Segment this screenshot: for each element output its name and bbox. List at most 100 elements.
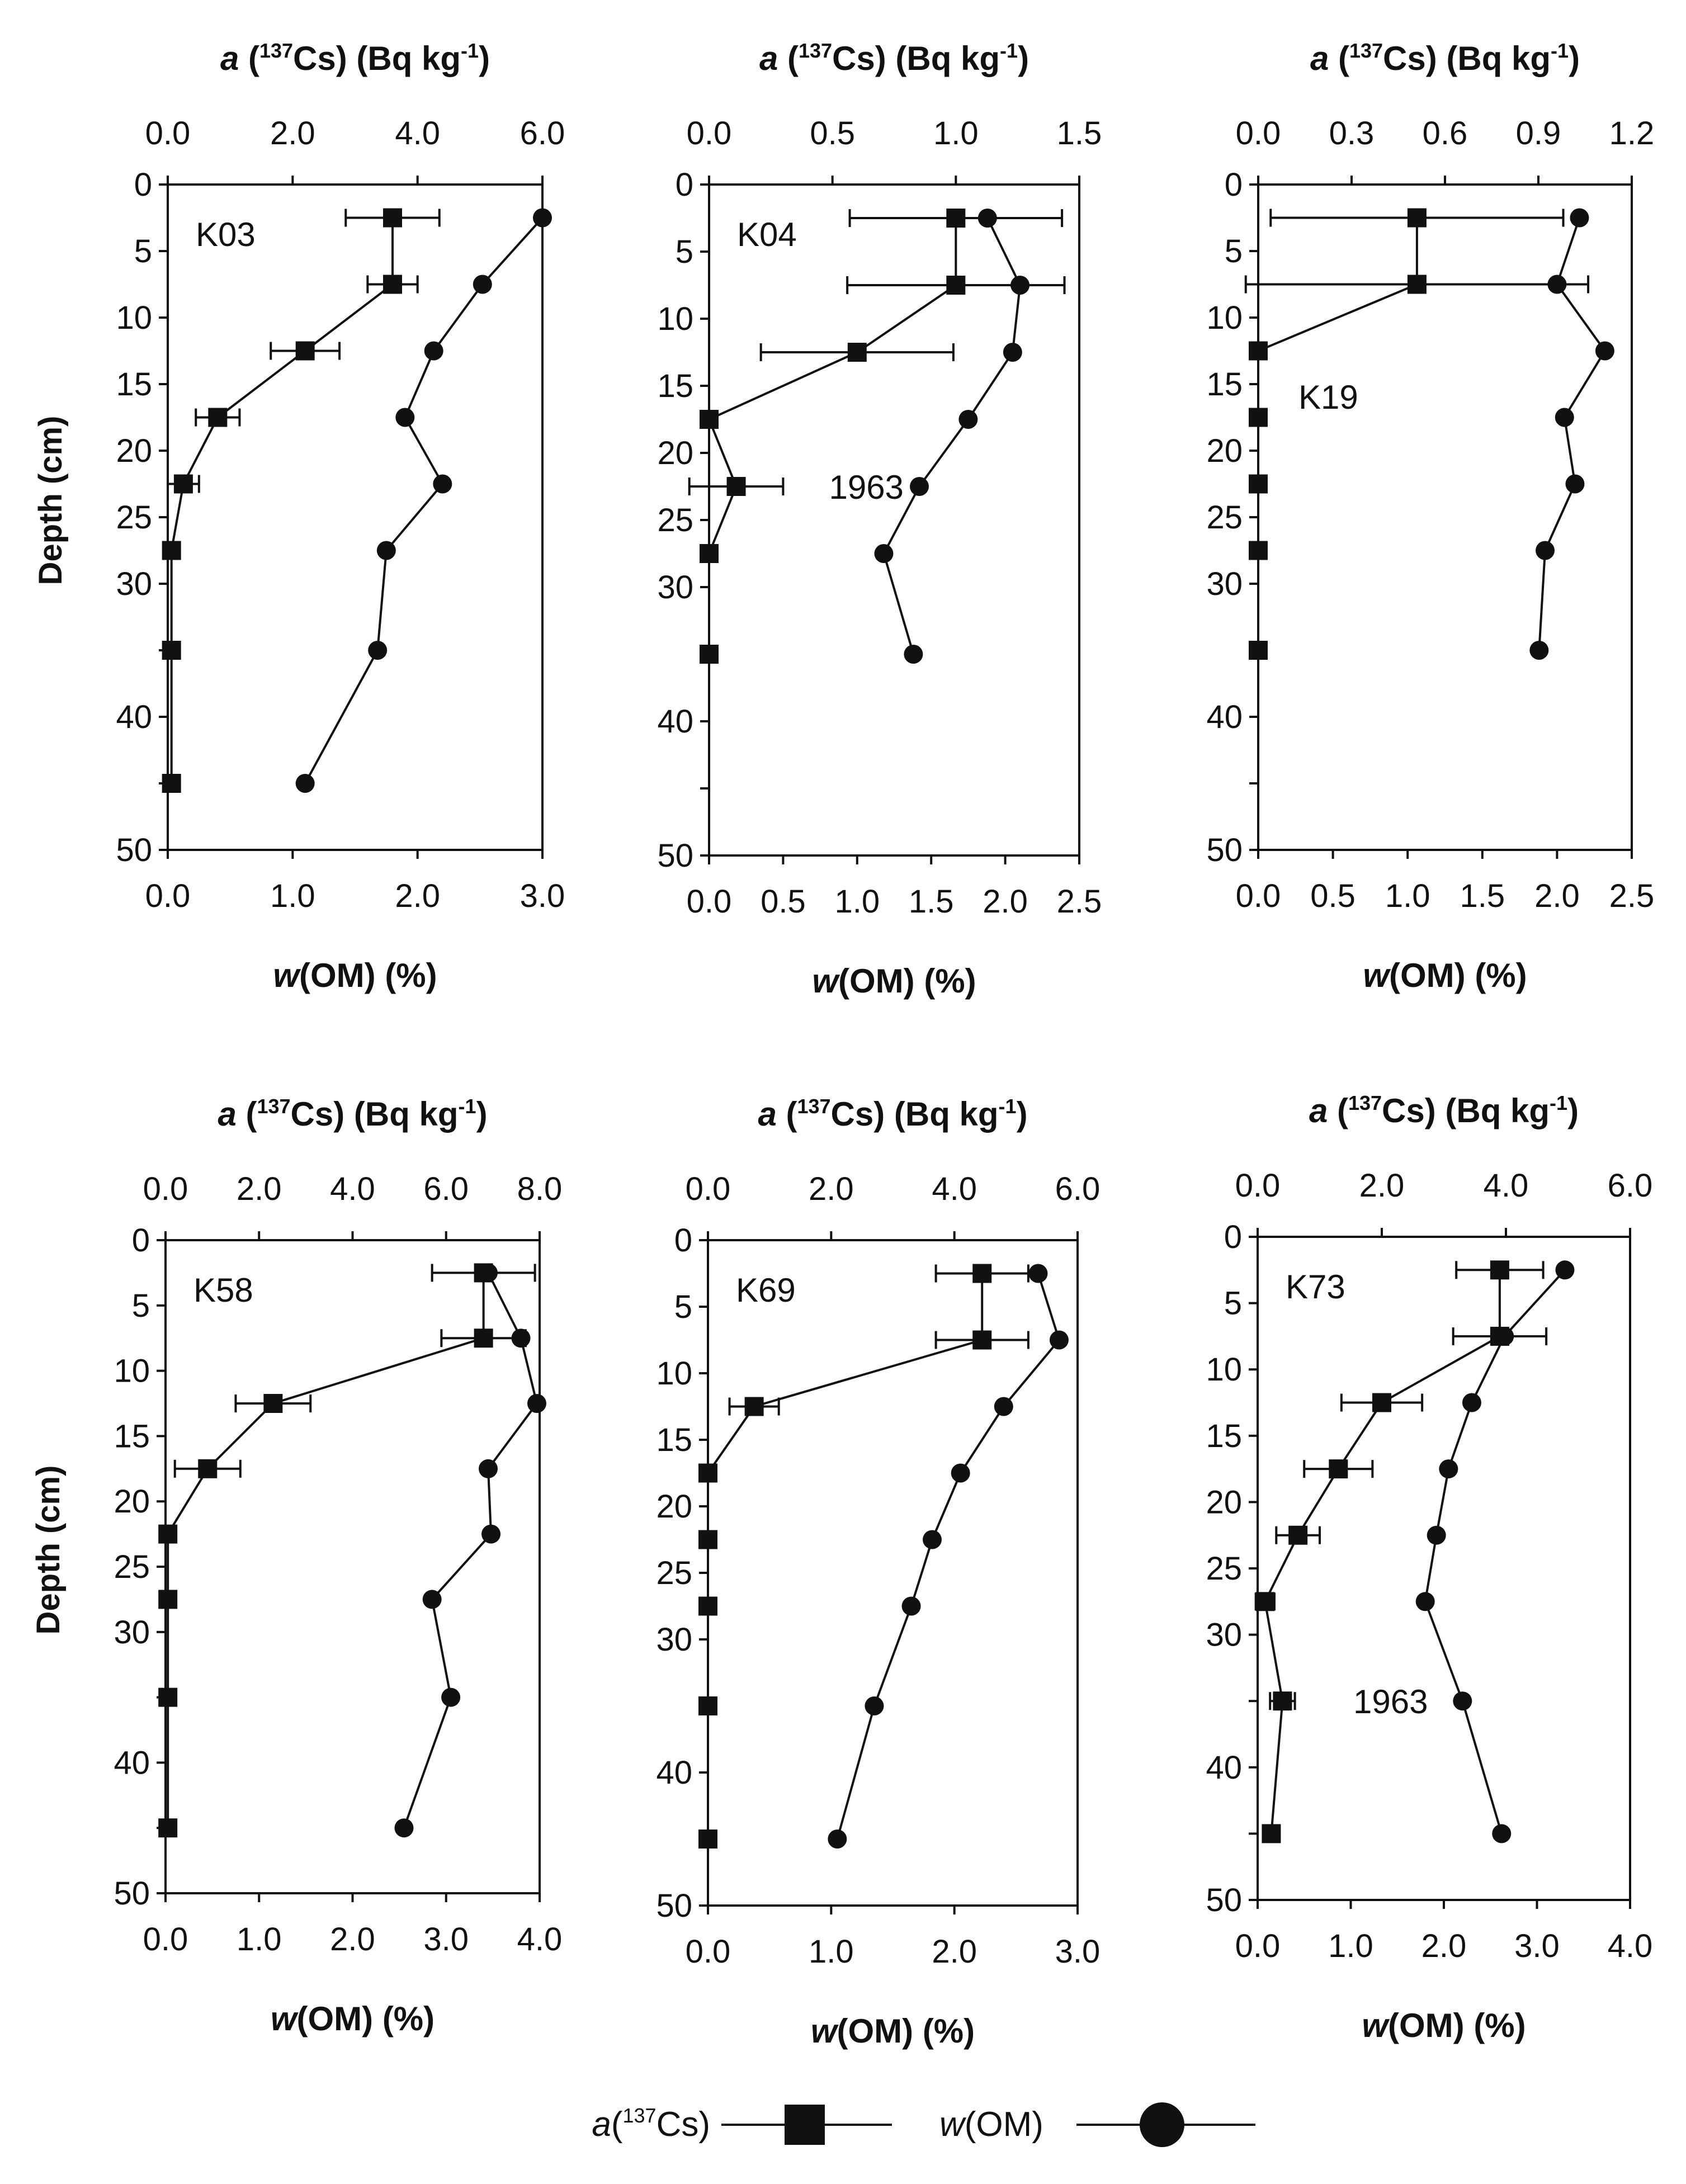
om-point — [1049, 1330, 1069, 1350]
title-italic: w — [811, 2012, 839, 2050]
top-axis-title: a (137Cs) (Bq kg-1) — [218, 1095, 487, 1133]
y-tick-label: 50 — [656, 1888, 692, 1924]
y-tick-label: 40 — [656, 1755, 692, 1791]
om-point — [958, 410, 978, 429]
cs-point — [698, 1830, 717, 1849]
title-superscript: -1 — [1551, 39, 1569, 62]
top-tick-label: 6.0 — [520, 115, 565, 152]
title-italic: w — [812, 962, 840, 1000]
y-tick-label: 10 — [656, 1355, 692, 1392]
cs-point — [1249, 408, 1268, 427]
title-text: Cs) (Bq kg — [831, 1095, 999, 1133]
y-tick-label: 10 — [1206, 300, 1243, 336]
title-text: ) — [1017, 1095, 1028, 1133]
bottom-axis-title: w(OM) (%) — [1362, 2007, 1526, 2044]
om-point — [1415, 1592, 1435, 1611]
bottom-tick-label: 2.0 — [1421, 1928, 1467, 1964]
y-tick-label: 0 — [132, 1222, 150, 1259]
title-italic: w — [1363, 957, 1391, 994]
om-point — [1565, 474, 1585, 494]
y-tick-label: 20 — [114, 1483, 150, 1520]
legend-italic: a — [592, 2105, 611, 2144]
cs-point — [972, 1264, 992, 1283]
panel-k04: 0 5 10 15 20 25 30 40 50 0.0 0.5 1.0 1.5 0.0 0.5 1.0 1.5… — [657, 39, 1102, 1000]
title-text: (OM) (%) — [1389, 957, 1527, 994]
bottom-axis-title: w(OM) (%) — [811, 2012, 975, 2050]
annotation-1963: 1963 — [1353, 1683, 1428, 1720]
om-point — [481, 1524, 501, 1544]
om-point — [1427, 1525, 1446, 1545]
y-tick-label: 10 — [1206, 1351, 1242, 1388]
bottom-tick-label: 1.0 — [834, 883, 880, 920]
bottom-tick-label: 0.0 — [145, 878, 191, 914]
top-tick-label: 2.0 — [237, 1171, 282, 1207]
y-tick-label: 40 — [1206, 699, 1243, 735]
bottom-tick-label: 1.5 — [1460, 878, 1505, 914]
bottom-tick-label: 2.5 — [1057, 883, 1102, 920]
y-tick-label: 25 — [116, 499, 152, 536]
title-superscript: -1 — [1550, 1091, 1567, 1114]
bottom-axis-title: w(OM) (%) — [812, 962, 976, 1000]
om-point — [394, 1818, 414, 1838]
title-italic: a — [758, 1095, 776, 1133]
title-paren: ( — [1329, 40, 1349, 77]
cs-point — [700, 410, 719, 429]
om-point — [1555, 408, 1574, 427]
panel-label: K73 — [1286, 1268, 1345, 1306]
title-paren: ( — [777, 1095, 797, 1133]
y-tick-label: 20 — [1206, 1484, 1242, 1520]
om-point — [1462, 1393, 1481, 1412]
top-tick-label: 0.9 — [1516, 115, 1561, 152]
panel-label: K04 — [737, 216, 797, 253]
cs-series-line — [1257, 218, 1418, 650]
cs-point — [726, 477, 746, 496]
top-tick-label: 4.0 — [1484, 1167, 1529, 1204]
y-tick-label: 50 — [1206, 832, 1243, 868]
title-italic: a — [759, 40, 778, 77]
title-text: (OM) (%) — [297, 2000, 435, 2038]
om-point — [994, 1397, 1013, 1416]
cs-series-line — [707, 218, 957, 654]
cs-point — [208, 408, 228, 427]
y-tick-label: 30 — [114, 1614, 150, 1651]
top-tick-label: 2.0 — [809, 1171, 854, 1207]
cs-point — [383, 208, 402, 228]
cs-point — [263, 1394, 283, 1413]
top-tick-label: 8.0 — [517, 1171, 563, 1207]
y-tick-label: 40 — [657, 703, 693, 740]
top-tick-label: 0.3 — [1329, 115, 1375, 152]
om-point — [1453, 1691, 1472, 1711]
title-italic: a — [1309, 1092, 1328, 1129]
y-tick-label: 25 — [656, 1555, 692, 1591]
cs-point — [1249, 341, 1268, 361]
y-axis-label: Depth (cm) — [32, 416, 69, 585]
y-tick-label: 30 — [657, 569, 693, 606]
om-point — [433, 474, 452, 494]
cs-point — [1329, 1459, 1348, 1479]
om-point — [1595, 341, 1614, 361]
top-tick-label: 0.0 — [143, 1171, 188, 1207]
om-series-line — [1424, 1269, 1566, 1834]
cs-point — [698, 1463, 717, 1483]
bottom-tick-label: 4.0 — [517, 1921, 563, 1958]
top-tick-label: 4.0 — [330, 1171, 375, 1207]
y-tick-label: 20 — [656, 1488, 692, 1525]
bottom-tick-label: 2.0 — [330, 1921, 375, 1958]
title-text: ) — [1569, 40, 1580, 77]
bottom-tick-label: 3.0 — [520, 878, 565, 914]
title-text: ) — [1018, 40, 1029, 77]
y-tick-label: 5 — [132, 1288, 150, 1324]
y-axis-label: Depth (cm) — [30, 1466, 67, 1635]
bottom-axis-title: w(OM) (%) — [271, 2000, 435, 2038]
top-axis-title: a (137Cs) (Bq kg-1) — [1310, 39, 1580, 77]
title-text: Cs) (Bq kg — [291, 1095, 459, 1133]
legend-superscript: 137 — [623, 2104, 657, 2127]
y-tick-label: 50 — [657, 838, 693, 874]
cs-point — [158, 1590, 178, 1609]
y-tick-label: 10 — [114, 1353, 150, 1389]
title-superscript: 137 — [1349, 39, 1383, 62]
title-superscript: 137 — [257, 1095, 290, 1118]
panel-k58: 0 5 10 15 20 25 30 40 50 0.0 2.0 4.0 6.0 8.0 0.0 1.0 2.0… — [30, 1095, 562, 2038]
om-point — [1028, 1264, 1048, 1283]
bottom-tick-label: 2.0 — [983, 883, 1028, 920]
